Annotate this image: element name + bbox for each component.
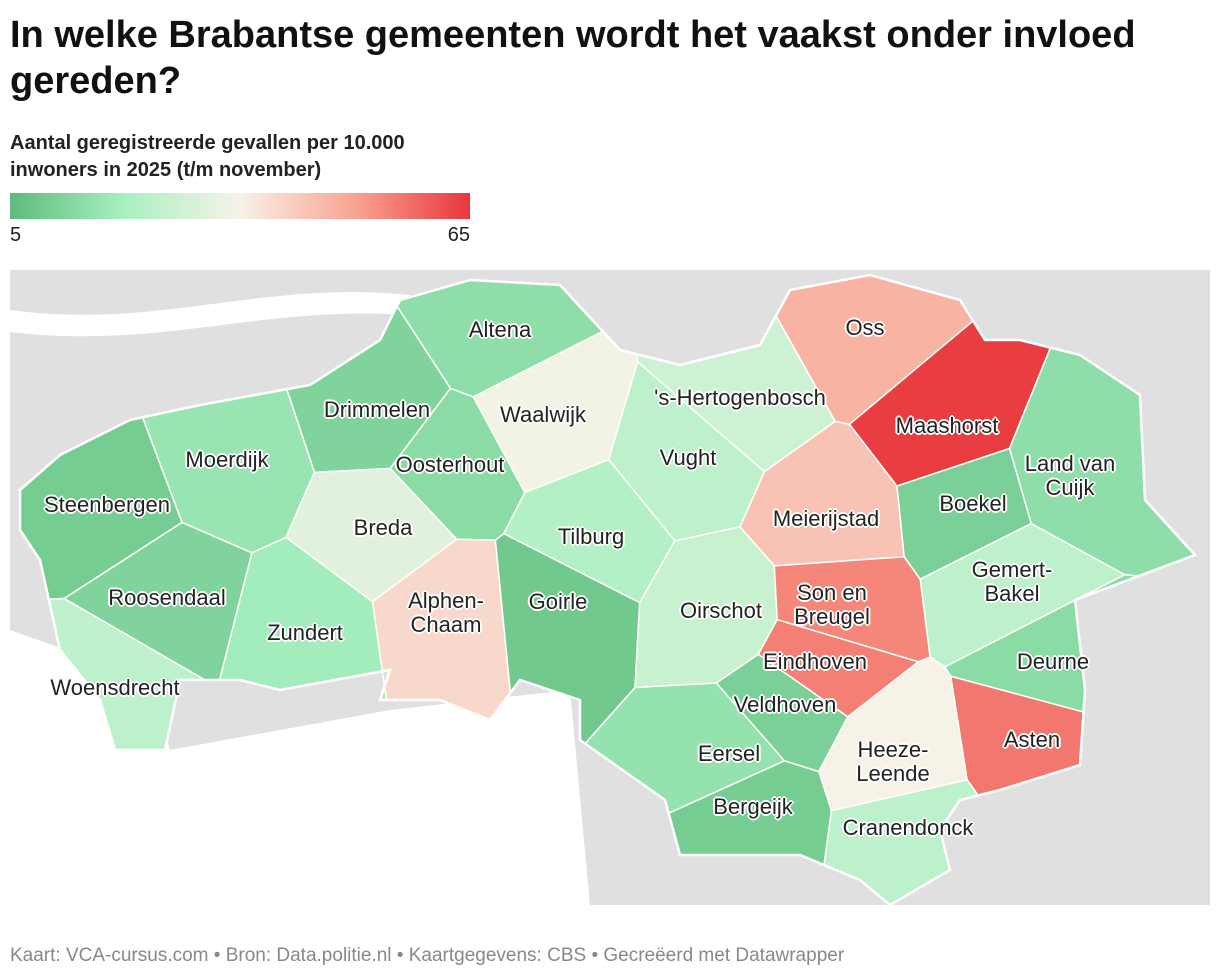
region-label: Deurne <box>1016 649 1090 674</box>
region-label: Gemert- Bakel <box>971 557 1053 606</box>
region-label: Moerdijk <box>185 447 269 472</box>
region-label: Land van Cuijk <box>1024 451 1116 500</box>
region-label: Bergeijk <box>713 794 793 819</box>
region-label: Oss <box>845 315 885 340</box>
region-label: Eersel <box>697 741 761 766</box>
region-label: Steenbergen <box>44 492 170 517</box>
region-label: 's-Hertogenbosch <box>654 385 826 410</box>
region-label: Eindhoven <box>763 649 867 674</box>
province-border <box>18 273 1198 905</box>
region-label: Tilburg <box>557 524 625 549</box>
region-label: Drimmelen <box>323 397 431 422</box>
region-label: Cranendonck <box>842 815 974 840</box>
legend-min: 5 <box>10 224 22 246</box>
region-label: Waalwijk <box>500 402 586 427</box>
region-label: Goirle <box>528 589 588 614</box>
region-label: Asten <box>1003 727 1061 752</box>
legend-max: 65 <box>447 224 470 246</box>
region-label: Alphen- Chaam <box>408 588 484 637</box>
title: In welke Brabantse gemeenten wordt het v… <box>10 14 1136 102</box>
region-label: Woensdrecht <box>50 675 180 700</box>
region-label: Breda <box>353 515 413 540</box>
map <box>10 270 1210 905</box>
subtitle: Aantal geregistreerde gevallen per 10.00… <box>10 132 405 181</box>
region-label: Altena <box>468 317 532 342</box>
region-label: Veldhoven <box>733 692 837 717</box>
region-label: Boekel <box>939 491 1007 516</box>
region-label: Oirschot <box>680 598 762 623</box>
region <box>818 656 968 812</box>
region-label: Maashorst <box>895 413 999 438</box>
region-label: Heeze- Leende <box>856 737 930 786</box>
footer: Kaart: VCA-cursus.com • Bron: Data.polit… <box>10 945 845 966</box>
region-label: Oosterhout <box>395 452 505 477</box>
legend-bar <box>10 193 470 219</box>
region-label: Zundert <box>267 620 343 645</box>
river <box>10 292 410 337</box>
region-label: Meierijstad <box>772 506 880 531</box>
region-label: Roosendaal <box>108 585 226 610</box>
region-label: Vught <box>659 445 717 470</box>
region-label: Son en Breugel <box>794 580 870 629</box>
